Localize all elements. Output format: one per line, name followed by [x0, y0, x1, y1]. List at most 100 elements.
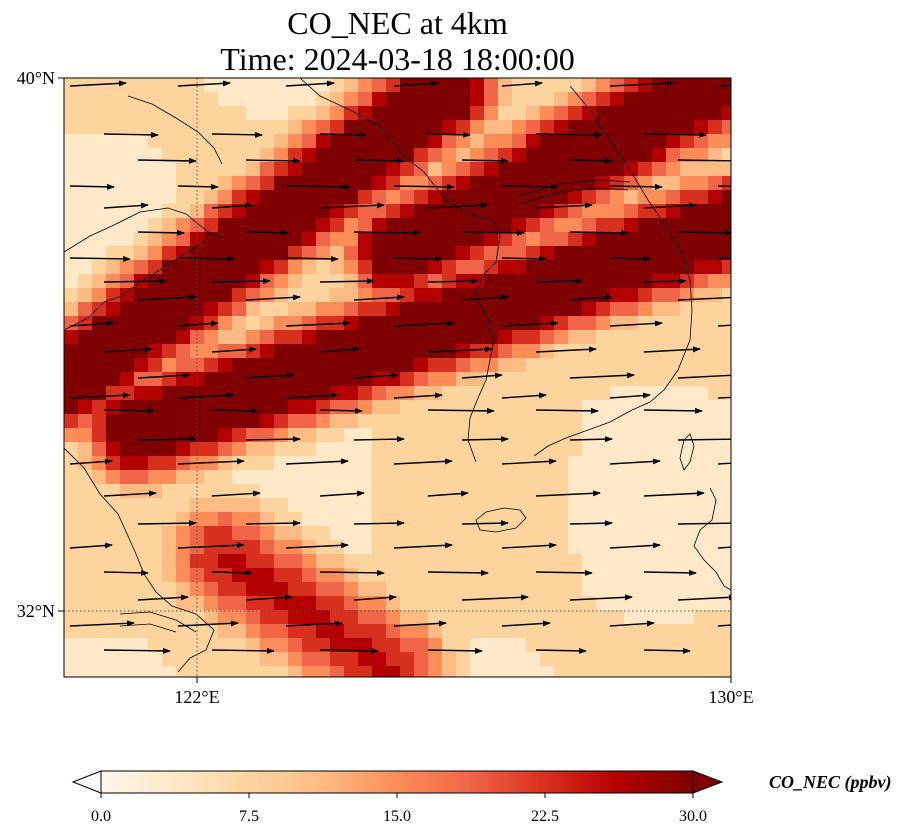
field-cell — [78, 526, 93, 541]
field-cell — [666, 554, 681, 569]
field-cell — [344, 176, 359, 191]
wind-arrow — [245, 372, 295, 379]
field-cell — [330, 386, 345, 401]
wind-arrow — [569, 372, 635, 379]
field-cell — [526, 358, 541, 373]
colorbar-tick-2: 15.0 — [383, 808, 411, 825]
field-cell — [400, 162, 415, 177]
field-cell — [120, 134, 135, 149]
field-cell — [78, 274, 93, 289]
field-cell — [484, 456, 499, 471]
field-cell — [176, 582, 191, 597]
field-cell — [428, 106, 443, 121]
field-cell — [554, 134, 569, 149]
field-cell — [190, 246, 205, 261]
field-cell — [582, 442, 597, 457]
field-cell — [302, 624, 317, 639]
field-cell — [358, 638, 373, 653]
field-cell — [680, 78, 695, 93]
field-cell — [498, 512, 513, 527]
field-cell — [106, 400, 121, 415]
field-cell — [316, 330, 331, 345]
field-cell — [64, 344, 79, 359]
field-cell — [148, 456, 163, 471]
field-cell — [568, 568, 583, 583]
field-cell — [540, 106, 555, 121]
field-cell — [316, 232, 331, 247]
field-cell — [232, 428, 247, 443]
field-cell — [218, 666, 233, 677]
field-cell — [246, 596, 261, 611]
field-cell — [414, 148, 429, 163]
field-cell — [498, 638, 513, 653]
field-cell — [302, 414, 317, 429]
field-cell — [596, 540, 611, 555]
field-cell — [372, 442, 387, 457]
field-cell — [316, 358, 331, 373]
field-cell — [582, 400, 597, 415]
field-cell — [442, 162, 457, 177]
field-cell — [92, 414, 107, 429]
field-cell — [260, 190, 275, 205]
field-cell — [148, 246, 163, 261]
field-cell — [120, 470, 135, 485]
wind-arrow — [643, 202, 697, 209]
field-cell — [498, 92, 513, 107]
field-cell — [162, 218, 177, 233]
field-cell — [106, 176, 121, 191]
field-cell — [358, 582, 373, 597]
field-cell — [512, 400, 527, 415]
field-cell — [708, 428, 723, 443]
field-cell — [344, 624, 359, 639]
field-cell — [232, 414, 247, 429]
field-cell — [442, 358, 457, 373]
field-cell — [92, 498, 107, 513]
field-cell — [568, 260, 583, 275]
field-cell — [106, 596, 121, 611]
field-cell — [204, 78, 219, 93]
field-cell — [484, 414, 499, 429]
field-cell — [526, 330, 541, 345]
field-cell — [260, 414, 275, 429]
colorbar-extend-min — [71, 770, 102, 794]
field-cell — [638, 190, 653, 205]
field-cell — [526, 652, 541, 667]
field-cell — [638, 260, 653, 275]
field-cell — [596, 176, 611, 191]
field-cell — [582, 414, 597, 429]
field-cell — [176, 652, 191, 667]
field-cell — [134, 512, 149, 527]
field-cell — [400, 288, 415, 303]
field-cell — [638, 666, 653, 677]
field-cell — [526, 400, 541, 415]
field-cell — [162, 120, 177, 135]
field-cell — [596, 358, 611, 373]
field-cell — [64, 652, 79, 667]
field-cell — [190, 442, 205, 457]
field-cell — [316, 288, 331, 303]
field-cell — [148, 610, 163, 625]
field-cell — [680, 274, 695, 289]
field-cell — [526, 554, 541, 569]
field-cell — [638, 316, 653, 331]
field-cell — [120, 414, 135, 429]
wind-arrow — [103, 407, 155, 414]
field-cell — [204, 260, 219, 275]
wind-arrow — [461, 436, 509, 443]
field-cell — [302, 134, 317, 149]
field-cell — [386, 582, 401, 597]
field-cell — [372, 106, 387, 121]
field-cell — [652, 638, 667, 653]
field-cell — [666, 162, 681, 177]
field-cell — [666, 428, 681, 443]
wind-arrow — [353, 594, 397, 601]
field-cell — [148, 638, 163, 653]
field-cell — [470, 372, 485, 387]
field-cell — [400, 344, 415, 359]
field-cell — [442, 596, 457, 611]
field-cell — [120, 372, 135, 387]
field-cell — [652, 288, 667, 303]
field-cell — [302, 372, 317, 387]
wind-arrow — [319, 569, 385, 576]
field-cell — [162, 274, 177, 289]
